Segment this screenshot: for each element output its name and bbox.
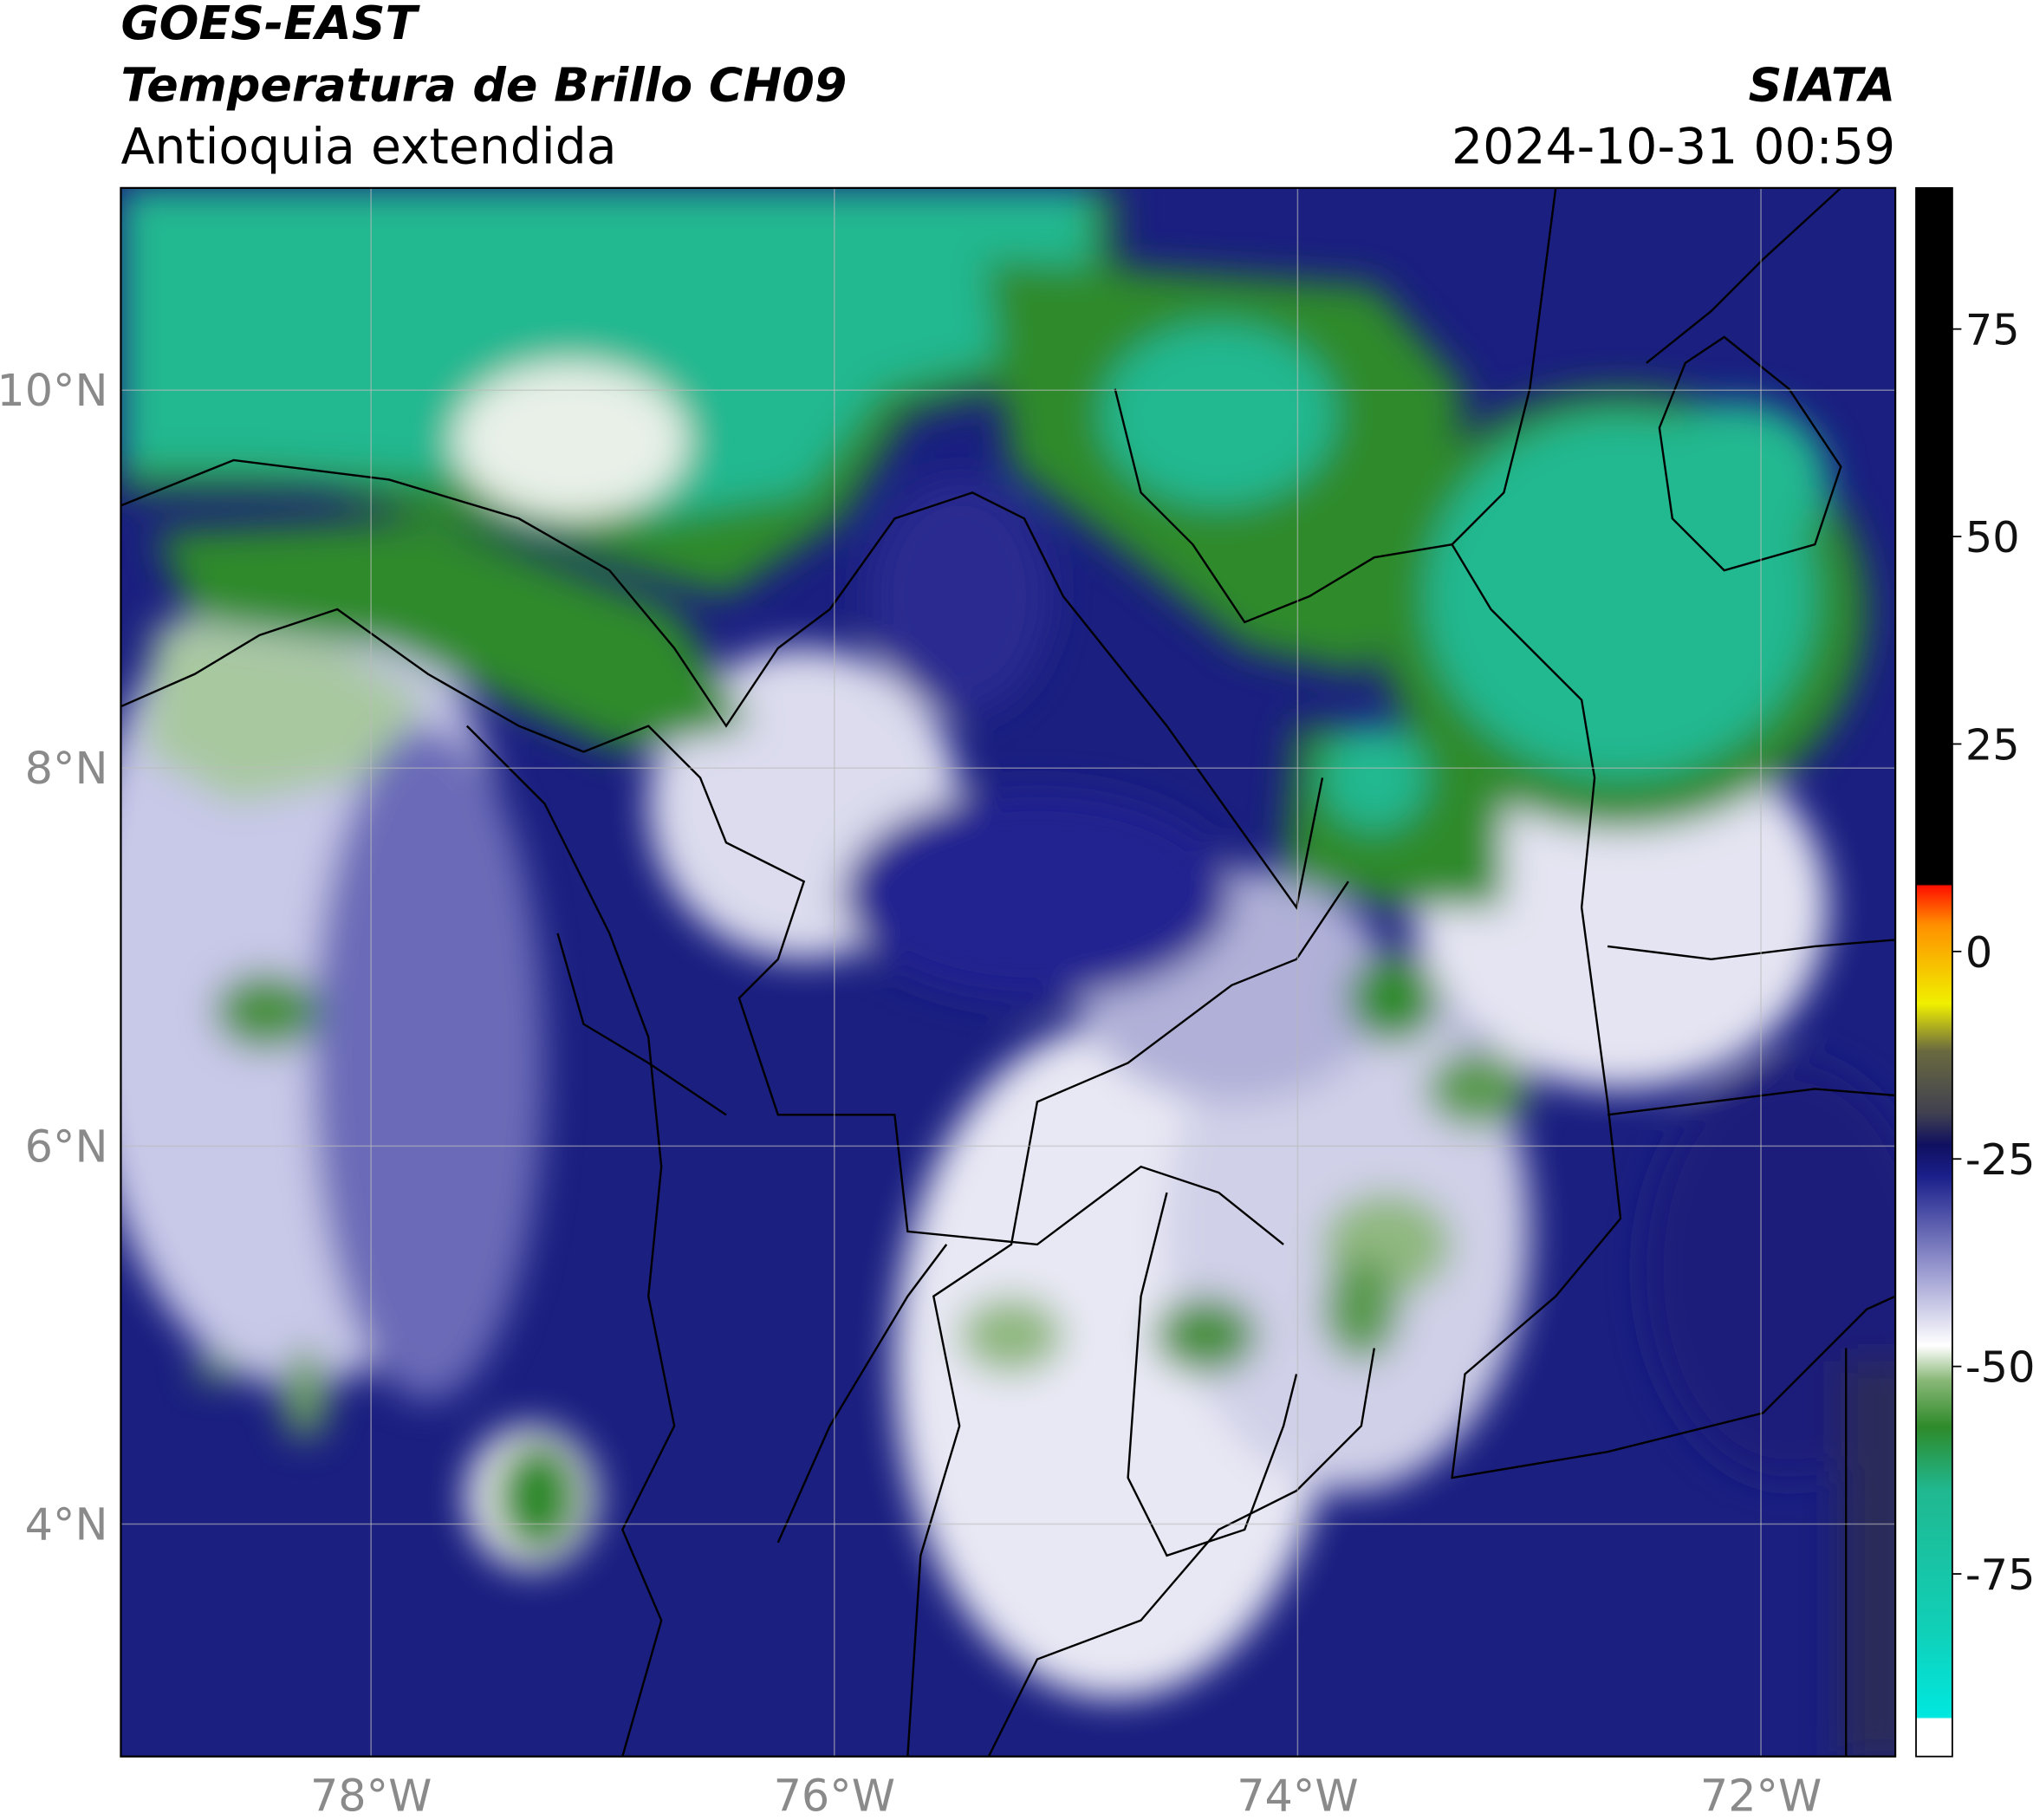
region: Antioquia extendida: [120, 118, 616, 175]
datetime: 2024-10-31 00:59: [1452, 118, 1895, 175]
colorbar-tick-label: -25: [1965, 1134, 2033, 1185]
product: Temperatura de Brillo CH09: [120, 58, 847, 113]
map-frame: [120, 186, 1897, 1758]
y-tick-label: 8°N: [25, 743, 108, 794]
colorbar-tick-label: 0: [1965, 927, 1992, 978]
satellite-image: [120, 187, 1896, 1757]
x-tick-label: 74°W: [1237, 1771, 1358, 1820]
x-tick-label: 72°W: [1700, 1771, 1822, 1820]
colorbar-tick-label: -75: [1965, 1550, 2033, 1600]
colorbar-tick-label: -50: [1965, 1342, 2033, 1393]
agency: SIATA: [1749, 58, 1896, 113]
x-tick-label: 76°W: [774, 1771, 895, 1820]
y-tick-label: 6°N: [25, 1121, 108, 1172]
satellite: GOES-EAST: [120, 0, 420, 50]
y-tick-label: 10°N: [0, 365, 107, 416]
colorbar-tick-label: 75: [1965, 305, 2020, 355]
colorbar-tick-label: 50: [1965, 512, 2020, 562]
y-tick-label: 4°N: [25, 1498, 108, 1550]
x-tick-label: 78°W: [310, 1771, 432, 1820]
colorbar: [1915, 186, 1953, 1758]
colorbar-tick-label: 25: [1965, 719, 2020, 770]
